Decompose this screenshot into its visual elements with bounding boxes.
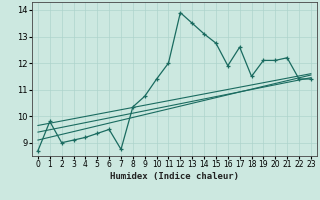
X-axis label: Humidex (Indice chaleur): Humidex (Indice chaleur): [110, 172, 239, 181]
